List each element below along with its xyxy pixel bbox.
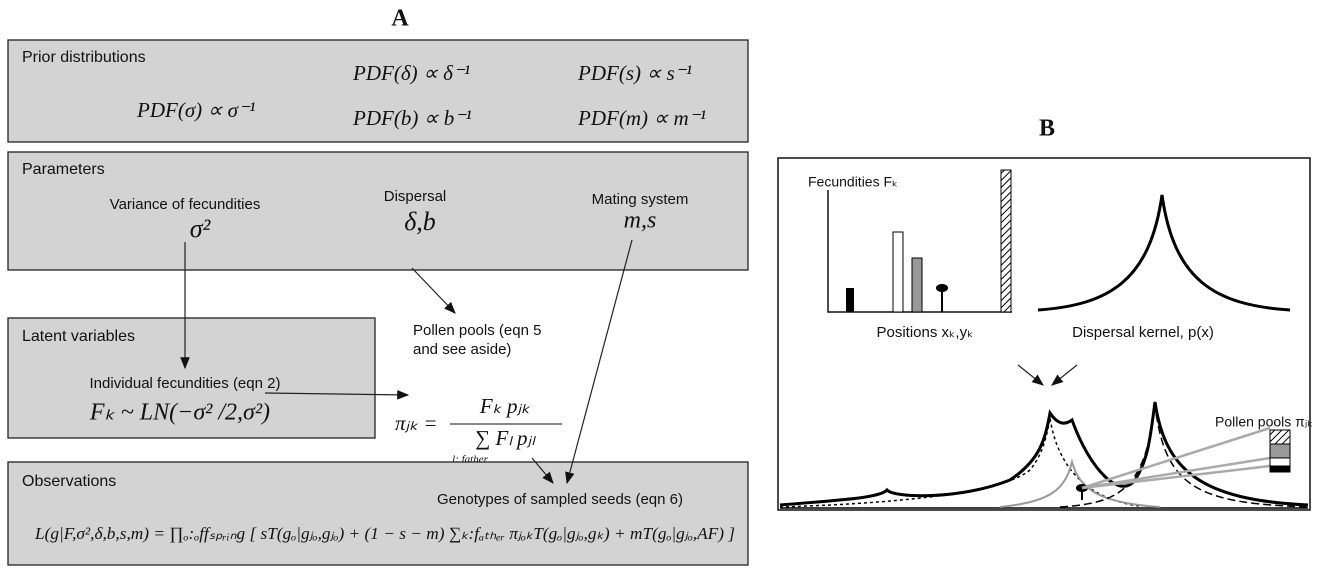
- param-symbol: δ,b: [404, 207, 436, 236]
- box-title: Observations: [22, 473, 116, 490]
- sum-curve: [779, 401, 1309, 507]
- kernel-label: Dispersal kernel, p(x): [1072, 324, 1214, 341]
- panel-frame: [777, 157, 1311, 511]
- bar: [846, 288, 854, 312]
- pool-segment: [1269, 429, 1291, 445]
- pin: [936, 284, 948, 292]
- formula: Fₖ pⱼₖ: [479, 394, 531, 418]
- pool-segment: [1269, 457, 1291, 467]
- formula: πⱼₖ =: [395, 411, 438, 435]
- formula: PDF(b) ∝ b⁻¹: [352, 106, 472, 130]
- param-label: Dispersal: [384, 188, 447, 205]
- param-symbol: m,s: [624, 208, 657, 234]
- pollen-label: Pollen pools πⱼₖ: [1215, 414, 1313, 430]
- arrow: [411, 267, 456, 314]
- arrow: [1051, 364, 1078, 386]
- param-label: Variance of fecundities: [110, 196, 261, 213]
- pollen-lines: [1081, 426, 1271, 490]
- pollen-label: and see aside): [413, 341, 511, 358]
- formula: PDF(m) ∝ m⁻¹: [577, 106, 706, 130]
- positions-label: Positions xₖ,yₖ: [877, 324, 974, 341]
- kernel-curve: [1037, 194, 1291, 312]
- bar: [911, 257, 923, 313]
- panel-label: B: [1039, 116, 1055, 142]
- formula: PDF(s) ∝ s⁻¹: [577, 61, 692, 85]
- param-symbol: σ²: [190, 214, 212, 243]
- pool-segment: [1269, 465, 1291, 473]
- parameters-box: [7, 151, 749, 271]
- formula: PDF(δ) ∝ δ⁻¹: [352, 61, 470, 85]
- component-curve: [779, 417, 1141, 508]
- arrow: [531, 457, 554, 484]
- bar: [892, 231, 904, 313]
- prior-box: [7, 39, 749, 143]
- formula: L(g|F,σ²,δ,b,s,m) = ∏ₒ:ₒffₛₚᵣᵢₙg [ sT(gₒ…: [34, 524, 735, 543]
- formula: Fₖ ~ LN(−σ² /2,σ²): [89, 400, 270, 426]
- component-curve: [999, 458, 1161, 508]
- pool-segment: [1269, 443, 1291, 459]
- panel-label: A: [391, 6, 409, 32]
- box-title: Prior distributions: [22, 49, 146, 66]
- box-title: Latent variables: [22, 328, 135, 345]
- formula: PDF(σ) ∝ σ⁻¹: [136, 98, 255, 122]
- pollen-label: Pollen pools (eqn 5: [413, 322, 541, 339]
- bar: [1000, 169, 1012, 313]
- latent-box: [7, 317, 376, 439]
- param-label: Mating system: [592, 191, 689, 208]
- axes: [827, 190, 1012, 313]
- box-title: Parameters: [22, 161, 105, 178]
- latent-label: Individual fecundities (eqn 2): [90, 375, 281, 392]
- arrow: [264, 390, 410, 400]
- observations-label: Genotypes of sampled seeds (eqn 6): [437, 491, 683, 508]
- fecundities-label: Fecundities Fₖ: [808, 174, 898, 190]
- arrow: [565, 239, 633, 485]
- component-curve: [1059, 404, 1309, 508]
- arrow: [1017, 364, 1044, 386]
- observations-box: [7, 461, 749, 566]
- formula: ∑ Fₗ pⱼₗ: [475, 426, 536, 450]
